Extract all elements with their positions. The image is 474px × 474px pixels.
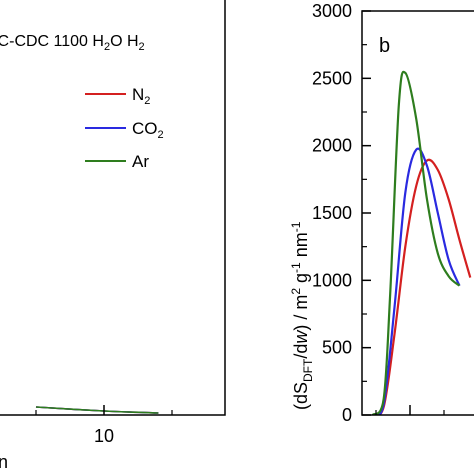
y-label-sup-2: 2: [289, 288, 303, 295]
panel-b-y-axis-label: (dSDFT/dw) / m2 g-1 nm-1: [289, 221, 315, 410]
y-label-w: w: [291, 330, 311, 344]
panel-b-y-tick-label: 1000: [312, 270, 352, 290]
y-label-g: g: [291, 273, 311, 288]
panel-b-series-n2-line: [372, 158, 472, 415]
legend-label-co2: CO2: [132, 119, 164, 141]
y-label-sub-dft: DFT: [301, 358, 315, 382]
panel-a-series-ar-line: [35, 406, 159, 414]
panel-b-series-ar-line: [371, 70, 461, 415]
panel-b-series-co2-line: [372, 147, 461, 415]
legend-label-ar: Ar: [132, 152, 149, 171]
panel-a-title-sub: 2: [139, 41, 145, 53]
y-label-open: (dS: [291, 382, 311, 410]
panel-b-y-tick-label: 3000: [312, 1, 352, 21]
panel-b-curves: [371, 70, 472, 415]
panel-a-title-text: O H: [110, 33, 138, 50]
panel-b-letter: b: [379, 35, 390, 57]
panel-b: (dSDFT/dw) / m2 g-1 nm-1 050010001500200…: [289, 1, 474, 425]
panel-b-y-tick-label: 500: [322, 338, 352, 358]
panel-b-y-ticks: 0 500 1000 1500 2000 2500 3000: [312, 1, 371, 425]
panel-a-curves: [35, 406, 159, 414]
y-label-sup-nm: -1: [289, 221, 303, 232]
panel-b-axes-frame: [361, 10, 474, 416]
panel-b-y-tick-label: 1500: [312, 203, 352, 223]
panel-b-y-tick-label: 0: [342, 405, 352, 425]
panel-a-x-axis-label-fragment: n: [0, 452, 8, 472]
panel-b-y-tick-label: 2500: [312, 68, 352, 88]
panel-a-x-tick-label: 10: [94, 426, 114, 446]
legend-label-n2: N2: [132, 85, 150, 107]
y-label-mid: /d: [291, 344, 311, 359]
panel-b-y-tick-label: 2000: [312, 136, 352, 156]
y-label-sup-g: -1: [289, 262, 303, 273]
y-label-nm: nm: [291, 232, 311, 262]
panel-a-axes-frame: [0, 0, 226, 416]
panel-a: 10 n iC-CDC 1100 H2O H2 N2 CO2 Ar: [0, 0, 226, 472]
panel-a-title: iC-CDC 1100 H2O H2: [0, 33, 145, 53]
y-label-rest: ) / m: [291, 295, 311, 331]
panel-a-title-text: iC-CDC 1100 H: [0, 33, 104, 50]
legend: N2 CO2 Ar: [85, 85, 164, 171]
panel-a-title-sub: 2: [104, 41, 110, 53]
